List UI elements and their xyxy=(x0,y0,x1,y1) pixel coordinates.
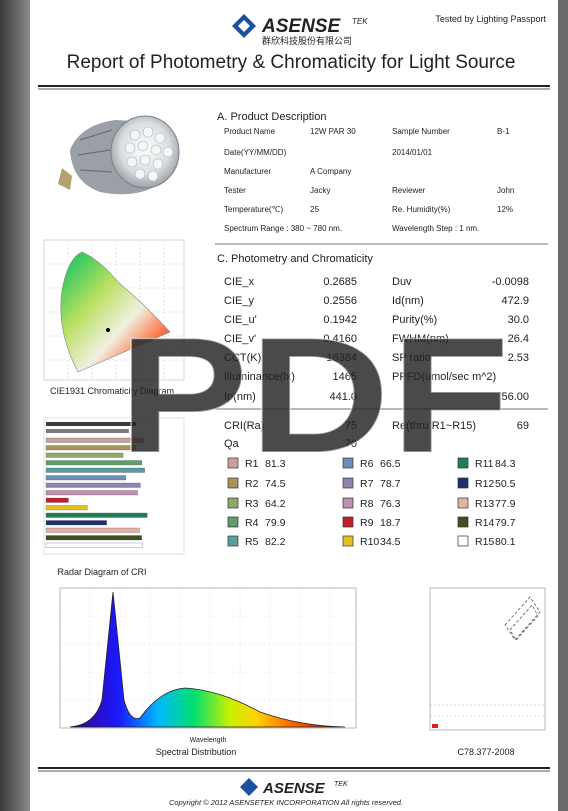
cri-value: 34.5 xyxy=(380,536,401,548)
logo-chinese: 群欣科技股份有限公司 xyxy=(262,35,352,46)
bar xyxy=(46,429,129,433)
metric-value: 0.2685 xyxy=(323,276,357,288)
cri-swatch xyxy=(228,498,238,508)
caption: Radar Diagram of CRI xyxy=(57,567,146,577)
field-value: A Company xyxy=(310,167,351,176)
bar xyxy=(46,536,142,541)
cri-value: 64.2 xyxy=(265,498,286,510)
cri-name: R14 xyxy=(475,517,494,529)
field-label: Date(YY/MM/DD) xyxy=(224,148,287,157)
metric-value: 2.53 xyxy=(508,352,529,364)
page-edge xyxy=(558,0,568,811)
logo-text: ASENSE xyxy=(261,16,341,37)
field-value: John xyxy=(497,186,514,195)
field-label: Reviewer xyxy=(392,186,426,195)
cri-swatch xyxy=(458,517,468,527)
section-title: C. Photometry and Chromaticity xyxy=(217,253,373,265)
bar xyxy=(46,498,68,503)
cri-value: 69 xyxy=(517,420,529,432)
cri-value: 79.7 xyxy=(495,517,516,529)
field-value: 25 xyxy=(310,205,319,214)
field-label: Manufacturer xyxy=(224,167,271,176)
field-value: B-1 xyxy=(497,127,510,136)
cri-value: 82.2 xyxy=(265,536,286,548)
bar xyxy=(46,491,138,496)
metric-value: 26.4 xyxy=(508,333,529,345)
metric-value: -0.0098 xyxy=(492,276,529,288)
cri-swatch xyxy=(343,536,353,546)
field-value: Jacky xyxy=(310,186,330,195)
bar xyxy=(46,453,123,458)
cri-value: 80.1 xyxy=(495,536,516,548)
logo-text: ASENSE xyxy=(262,780,326,797)
metric-value: 30.0 xyxy=(508,314,529,326)
copyright: Copyright © 2012 ASENSETEK INCORPORATION… xyxy=(169,798,403,807)
cri-name: R15 xyxy=(475,536,494,548)
field-label: 2014/01/01 xyxy=(392,148,433,157)
cri-value: 79.9 xyxy=(265,517,286,529)
report-title: Report of Photometry & Chromaticity for … xyxy=(67,52,516,73)
cri-swatch xyxy=(228,517,238,527)
cri-name: R13 xyxy=(475,498,494,510)
cri-value: 18.7 xyxy=(380,517,401,529)
page-edge xyxy=(0,0,30,811)
field-label: Sample Number xyxy=(392,127,450,136)
metric-label: CIE_x xyxy=(224,276,254,288)
cri-swatch xyxy=(343,517,353,527)
caption: Spectral Distribution xyxy=(156,747,237,757)
bar xyxy=(46,476,126,481)
cri-name: R8 xyxy=(360,498,374,510)
field-label: Spectrum Range : 380 ~ 780 nm. xyxy=(224,224,342,233)
field-label: Product Name xyxy=(224,127,276,136)
metric-label: Duv xyxy=(392,276,412,288)
logo-suffix: TEK xyxy=(334,781,348,788)
logo-suffix: TEK xyxy=(352,17,368,26)
field-label: Re. Humidity(%) xyxy=(392,205,451,214)
cri-swatch xyxy=(458,498,468,508)
section-title: A. Product Description xyxy=(217,111,326,123)
cri-name: R3 xyxy=(245,498,259,510)
bar xyxy=(46,543,142,548)
watermark: PDF xyxy=(118,303,510,487)
cri-swatch xyxy=(458,536,468,546)
cri-swatch xyxy=(343,498,353,508)
report: ASENSE TEK 群欣科技股份有限公司 Tested by Lighting… xyxy=(0,0,568,811)
cri-value: 77.9 xyxy=(495,498,516,510)
bar xyxy=(46,506,87,511)
axis-label: Wavelength xyxy=(190,737,227,744)
cri-swatch xyxy=(228,536,238,546)
bar xyxy=(46,513,147,518)
field-label: Wavelength Step : 1 nm. xyxy=(392,224,479,233)
page: ASENSE TEK 群欣科技股份有限公司 Tested by Lighting… xyxy=(0,0,568,811)
field-value: 12% xyxy=(497,205,513,214)
field-label: Temperature(℃) xyxy=(224,205,284,214)
caption: C78.377-2008 xyxy=(457,747,514,757)
cri-value: 76.3 xyxy=(380,498,401,510)
cri-name: R9 xyxy=(360,517,374,529)
bar xyxy=(46,521,107,526)
tagline: Tested by Lighting Passport xyxy=(435,14,546,24)
cri-name: R10 xyxy=(360,536,379,548)
field-value: 12W PAR 30 xyxy=(310,127,356,136)
bar xyxy=(46,528,139,533)
field-label: Tester xyxy=(224,186,246,195)
cri-name: R5 xyxy=(245,536,259,548)
cri-name: R4 xyxy=(245,517,259,529)
